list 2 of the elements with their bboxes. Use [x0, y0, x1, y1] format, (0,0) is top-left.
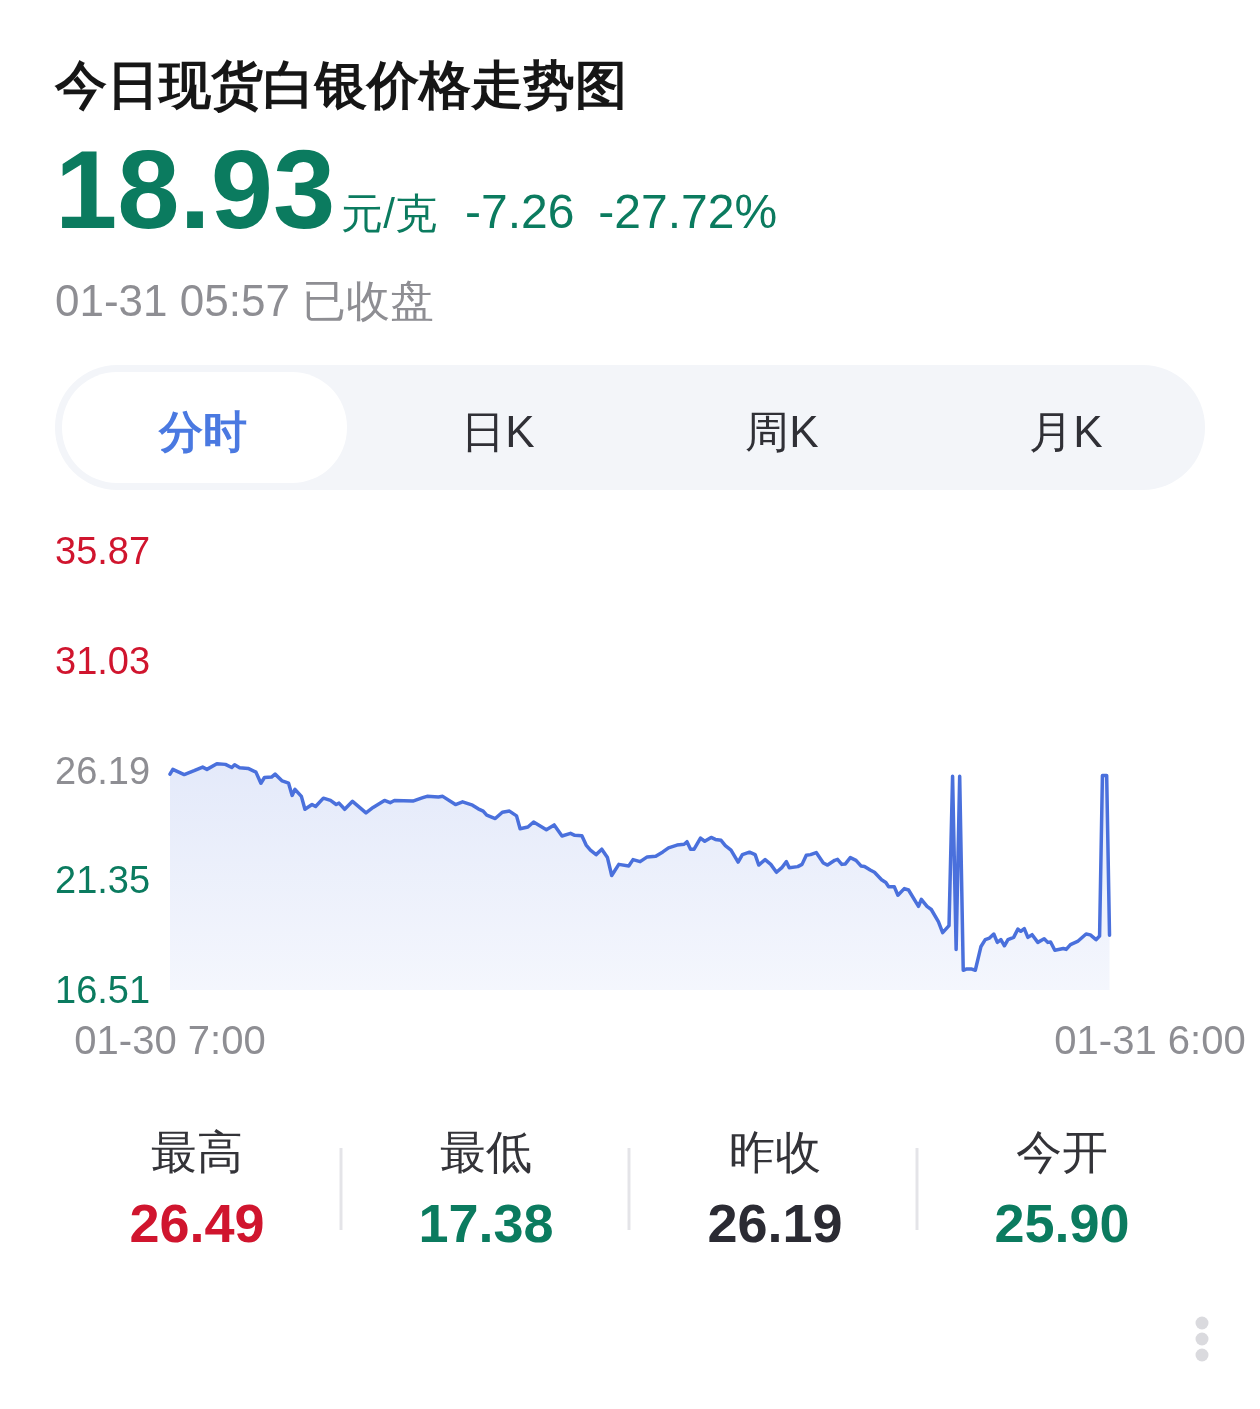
subtitle: 01-31 05:57 已收盘	[55, 276, 435, 325]
title: 今日现货白银价格走势图	[55, 56, 627, 114]
